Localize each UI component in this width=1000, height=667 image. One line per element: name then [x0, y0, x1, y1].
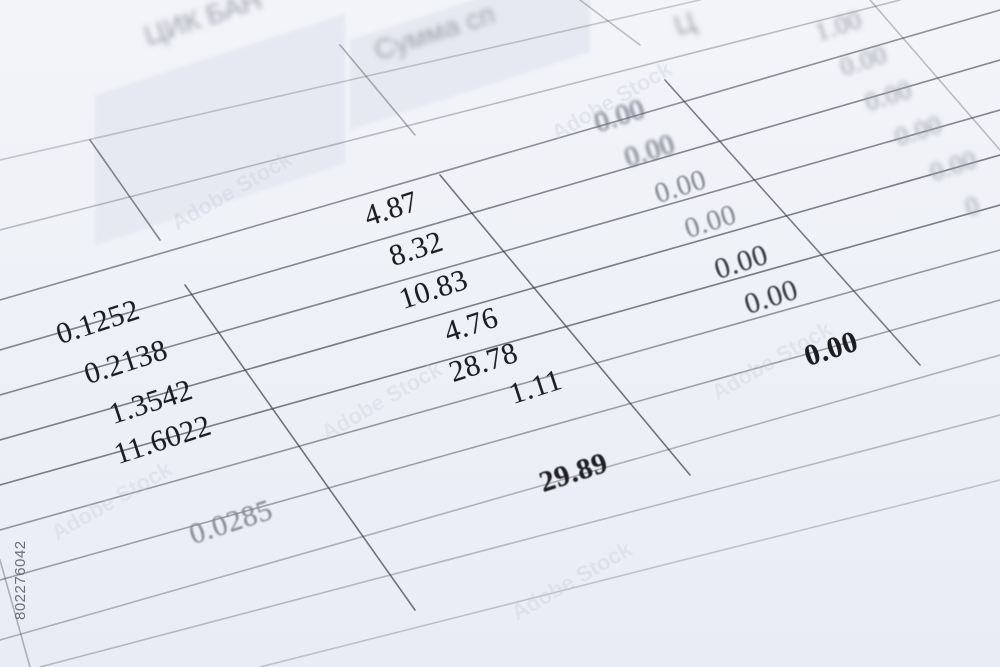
- stock-id-label: 802276042: [12, 540, 29, 620]
